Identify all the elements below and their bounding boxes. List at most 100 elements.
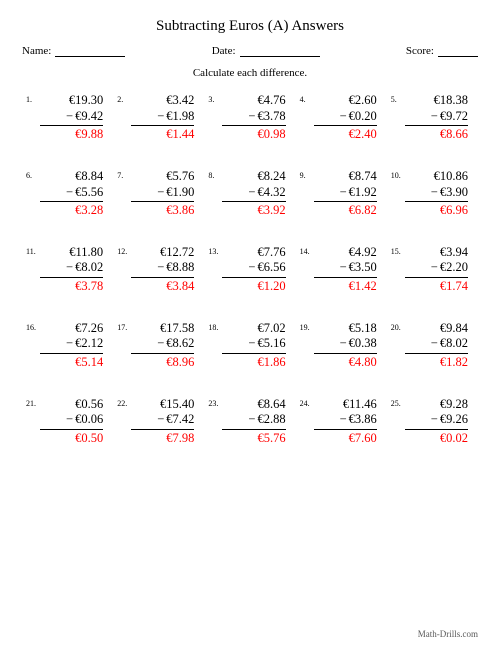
subtrahend-line: −€3.90: [405, 185, 468, 201]
problem: 2.€3.42−€1.98€1.44: [117, 93, 200, 143]
problem-stack: €8.84−€5.56€3.28: [40, 169, 109, 219]
problem-stack: €4.92−€3.50€1.42: [314, 245, 383, 295]
subtrahend-line: −€8.02: [405, 336, 468, 352]
subtrahend: €0.06: [75, 412, 103, 428]
worksheet-page: Subtracting Euros (A) Answers Name: Date…: [0, 0, 500, 647]
rule-line: [131, 125, 194, 126]
minuend: €8.74: [314, 169, 377, 185]
question-number: 3.: [208, 93, 222, 104]
problem-grid: 1.€19.30−€9.42€9.882.€3.42−€1.98€1.443.€…: [22, 93, 478, 446]
question-number: 2.: [117, 93, 131, 104]
name-blank[interactable]: [55, 46, 125, 57]
date-label: Date:: [212, 45, 236, 57]
answer: €1.44: [131, 127, 194, 143]
problem: 12.€12.72−€8.88€3.84: [117, 245, 200, 295]
subtrahend: €5.56: [75, 185, 103, 201]
subtrahend: €8.62: [166, 336, 194, 352]
subtrahend: €8.02: [440, 336, 468, 352]
rule-line: [405, 125, 468, 126]
subtrahend: €3.78: [257, 109, 285, 125]
minuend: €11.80: [40, 245, 103, 261]
subtrahend-line: −€9.42: [40, 109, 103, 125]
date-blank[interactable]: [240, 46, 320, 57]
answer: €1.42: [314, 279, 377, 295]
rule-line: [131, 353, 194, 354]
minuend: €8.24: [222, 169, 285, 185]
answer: €3.28: [40, 203, 103, 219]
problem: 1.€19.30−€9.42€9.88: [26, 93, 109, 143]
answer: €1.86: [222, 355, 285, 371]
problem-stack: €12.72−€8.88€3.84: [131, 245, 200, 295]
subtrahend-line: −€4.32: [222, 185, 285, 201]
problem: 15.€3.94−€2.20€1.74: [391, 245, 474, 295]
minus-sign: −: [431, 336, 438, 352]
minus-sign: −: [248, 412, 255, 428]
problem-stack: €7.26−€2.12€5.14: [40, 321, 109, 371]
subtrahend: €1.90: [166, 185, 194, 201]
subtrahend-line: −€3.86: [314, 412, 377, 428]
rule-line: [40, 429, 103, 430]
problem: 9.€8.74−€1.92€6.82: [300, 169, 383, 219]
problem: 3.€4.76−€3.78€0.98: [208, 93, 291, 143]
subtrahend-line: −€7.42: [131, 412, 194, 428]
minus-sign: −: [248, 336, 255, 352]
subtrahend-line: −€0.38: [314, 336, 377, 352]
problem: 20.€9.84−€8.02€1.82: [391, 321, 474, 371]
subtrahend-line: −€6.56: [222, 260, 285, 276]
minuend: €19.30: [40, 93, 103, 109]
subtrahend: €0.20: [349, 109, 377, 125]
minuend: €10.86: [405, 169, 468, 185]
subtrahend-line: −€9.72: [405, 109, 468, 125]
problem-stack: €3.94−€2.20€1.74: [405, 245, 474, 295]
problem: 4.€2.60−€0.20€2.40: [300, 93, 383, 143]
minus-sign: −: [340, 109, 347, 125]
question-number: 8.: [208, 169, 222, 180]
instruction-text: Calculate each difference.: [22, 67, 478, 79]
subtrahend: €9.42: [75, 109, 103, 125]
question-number: 7.: [117, 169, 131, 180]
minuend: €8.64: [222, 397, 285, 413]
problem-stack: €10.86−€3.90 €6.96: [405, 169, 474, 219]
question-number: 19.: [300, 321, 314, 332]
minuend: €2.60: [314, 93, 377, 109]
problem-stack: €0.56−€0.06€0.50: [40, 397, 109, 447]
problem: 10.€10.86−€3.90 €6.96: [391, 169, 474, 219]
footer-credit: Math-Drills.com: [418, 629, 478, 639]
minuend: €18.38: [405, 93, 468, 109]
minuend: €3.42: [131, 93, 194, 109]
subtrahend-line: −€0.20: [314, 109, 377, 125]
problem: 19.€5.18−€0.38€4.80: [300, 321, 383, 371]
subtrahend-line: −€5.16: [222, 336, 285, 352]
problem-stack: €5.76−€1.90€3.86: [131, 169, 200, 219]
header-row: Name: Date: Score:: [22, 45, 478, 57]
answer: €0.02: [405, 431, 468, 447]
answer: €9.88: [40, 127, 103, 143]
rule-line: [40, 125, 103, 126]
problem: 23.€8.64−€2.88€5.76: [208, 397, 291, 447]
problem-stack: €9.84−€8.02€1.82: [405, 321, 474, 371]
problem: 24.€11.46−€3.86€7.60: [300, 397, 383, 447]
rule-line: [222, 201, 285, 202]
question-number: 5.: [391, 93, 405, 104]
question-number: 24.: [300, 397, 314, 408]
answer: €6.96: [405, 203, 468, 219]
minus-sign: −: [340, 185, 347, 201]
problem-stack: €18.38−€9.72€8.66: [405, 93, 474, 143]
question-number: 10.: [391, 169, 405, 180]
question-number: 13.: [208, 245, 222, 256]
problem-stack: €3.42−€1.98€1.44: [131, 93, 200, 143]
answer: €2.40: [314, 127, 377, 143]
rule-line: [405, 201, 468, 202]
subtrahend: €3.90: [440, 185, 468, 201]
minuend: €9.84: [405, 321, 468, 337]
problem-stack: €19.30−€9.42 €9.88: [40, 93, 109, 143]
subtrahend-line: −€2.12: [40, 336, 103, 352]
answer: €5.76: [222, 431, 285, 447]
problem: 13.€7.76−€6.56€1.20: [208, 245, 291, 295]
problem-stack: €8.74−€1.92€6.82: [314, 169, 383, 219]
rule-line: [131, 429, 194, 430]
score-blank[interactable]: [438, 46, 478, 57]
problem: 22.€15.40−€7.42€7.98: [117, 397, 200, 447]
minus-sign: −: [431, 412, 438, 428]
answer: €0.50: [40, 431, 103, 447]
